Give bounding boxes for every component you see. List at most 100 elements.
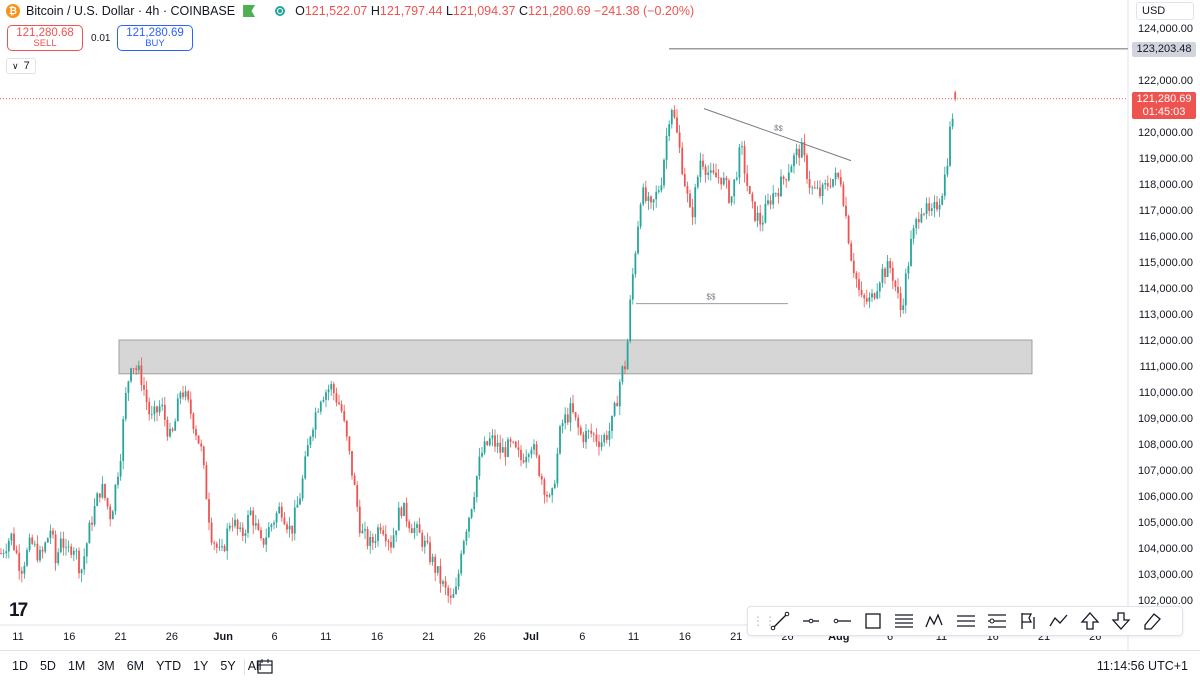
support-zone-rectangle[interactable] <box>118 339 1033 375</box>
rectangle-icon[interactable] <box>857 607 888 635</box>
candle <box>192 412 195 434</box>
candle <box>98 493 101 503</box>
market-status-icon[interactable] <box>275 6 286 16</box>
price-chart[interactable]: 124,000.00122,000.00121,000.00120,000.00… <box>0 0 1200 650</box>
candle <box>553 479 556 490</box>
tradingview-logo[interactable]: 17 <box>9 600 28 621</box>
range-1m[interactable]: 1M <box>67 659 86 673</box>
calendar-icon[interactable] <box>256 657 274 680</box>
range-6m[interactable]: 6M <box>126 659 145 673</box>
candle <box>338 394 340 406</box>
fib-retracement-icon[interactable] <box>888 607 919 635</box>
candle <box>158 400 161 416</box>
time-tick-label: Jul <box>523 631 539 643</box>
candle <box>67 540 70 553</box>
candle <box>468 516 470 538</box>
range-5d[interactable]: 5D <box>39 659 56 673</box>
candle <box>751 191 754 209</box>
range-3m[interactable]: 3M <box>97 659 115 673</box>
candle <box>101 476 104 499</box>
symbol-title[interactable]: Bitcoin / U.S. Dollar · 4h · COINBASE <box>26 4 236 18</box>
candle <box>743 140 746 183</box>
trend-line-icon[interactable] <box>764 607 795 635</box>
candle <box>746 164 749 192</box>
candle <box>735 171 738 182</box>
candle <box>777 187 780 204</box>
candle <box>582 431 585 448</box>
candle <box>457 569 460 590</box>
price-tick-label: 103,000.00 <box>1138 569 1193 581</box>
candle <box>23 561 26 579</box>
liquidity-trendline[interactable] <box>703 108 852 162</box>
candle <box>839 169 842 188</box>
candle <box>725 175 728 189</box>
candle <box>353 472 356 486</box>
candle <box>707 165 710 181</box>
candle <box>36 535 39 563</box>
candle <box>756 205 759 228</box>
candle <box>759 204 762 232</box>
candle <box>793 152 795 174</box>
candle <box>579 424 582 436</box>
arrow-down-icon[interactable] <box>1105 607 1136 635</box>
path-icon[interactable] <box>1043 607 1074 635</box>
candle <box>265 528 268 553</box>
candle <box>132 368 135 374</box>
candle <box>504 441 507 466</box>
candle <box>335 387 338 407</box>
drag-handle-icon[interactable]: ⋮⋮ <box>752 614 776 628</box>
candle <box>137 360 140 374</box>
candle <box>124 387 127 422</box>
candle <box>236 518 239 536</box>
elliott-wave-icon[interactable] <box>919 607 950 635</box>
candle <box>442 579 444 587</box>
candle <box>535 441 538 459</box>
price-tick-label: 111,000.00 <box>1140 361 1193 373</box>
candle <box>390 535 392 554</box>
range-1d[interactable]: 1D <box>12 659 28 673</box>
sell-button[interactable]: 121,280.68 SELL <box>7 25 83 51</box>
candle <box>780 169 782 197</box>
candle <box>488 432 491 447</box>
range-1y[interactable]: 1Y <box>193 659 209 673</box>
clock-timezone[interactable]: 11:14:56 UTC+1 <box>1096 659 1188 673</box>
candle <box>824 179 827 190</box>
horizontal-ray-icon[interactable] <box>795 607 826 635</box>
candle <box>920 207 923 224</box>
candle <box>886 255 889 278</box>
bitcoin-icon: ₿ <box>6 4 20 18</box>
candle <box>767 193 769 206</box>
candle <box>13 527 15 552</box>
candle <box>93 498 96 527</box>
candle <box>894 279 897 292</box>
candle <box>267 522 270 538</box>
candle <box>728 178 730 205</box>
arrow-up-icon[interactable] <box>1074 607 1105 635</box>
range-ytd[interactable]: YTD <box>156 659 182 673</box>
candle <box>377 524 379 547</box>
candle <box>694 183 697 225</box>
candle <box>122 416 125 470</box>
eraser-icon[interactable] <box>1136 607 1167 635</box>
long-position-icon[interactable] <box>950 607 981 635</box>
candle <box>431 553 434 566</box>
currency-selector[interactable]: USD <box>1136 2 1194 20</box>
candle <box>7 538 10 559</box>
flag-icon[interactable] <box>1012 607 1043 635</box>
long-short-icon[interactable] <box>981 607 1012 635</box>
range-5y[interactable]: 5Y <box>220 659 236 673</box>
candle <box>187 389 190 403</box>
indicators-toggle[interactable]: ∨ 7 <box>6 58 36 74</box>
candle <box>878 281 881 299</box>
candle <box>483 436 486 456</box>
time-tick-label: 16 <box>371 631 383 643</box>
candle <box>31 534 34 546</box>
candle <box>171 427 174 433</box>
candle <box>449 588 452 605</box>
candle <box>270 523 273 532</box>
horizontal-line-icon[interactable] <box>826 607 857 635</box>
candle <box>897 278 899 299</box>
candle <box>512 440 515 444</box>
buy-button[interactable]: 121,280.69 BUY <box>117 25 193 51</box>
candle <box>611 415 613 439</box>
